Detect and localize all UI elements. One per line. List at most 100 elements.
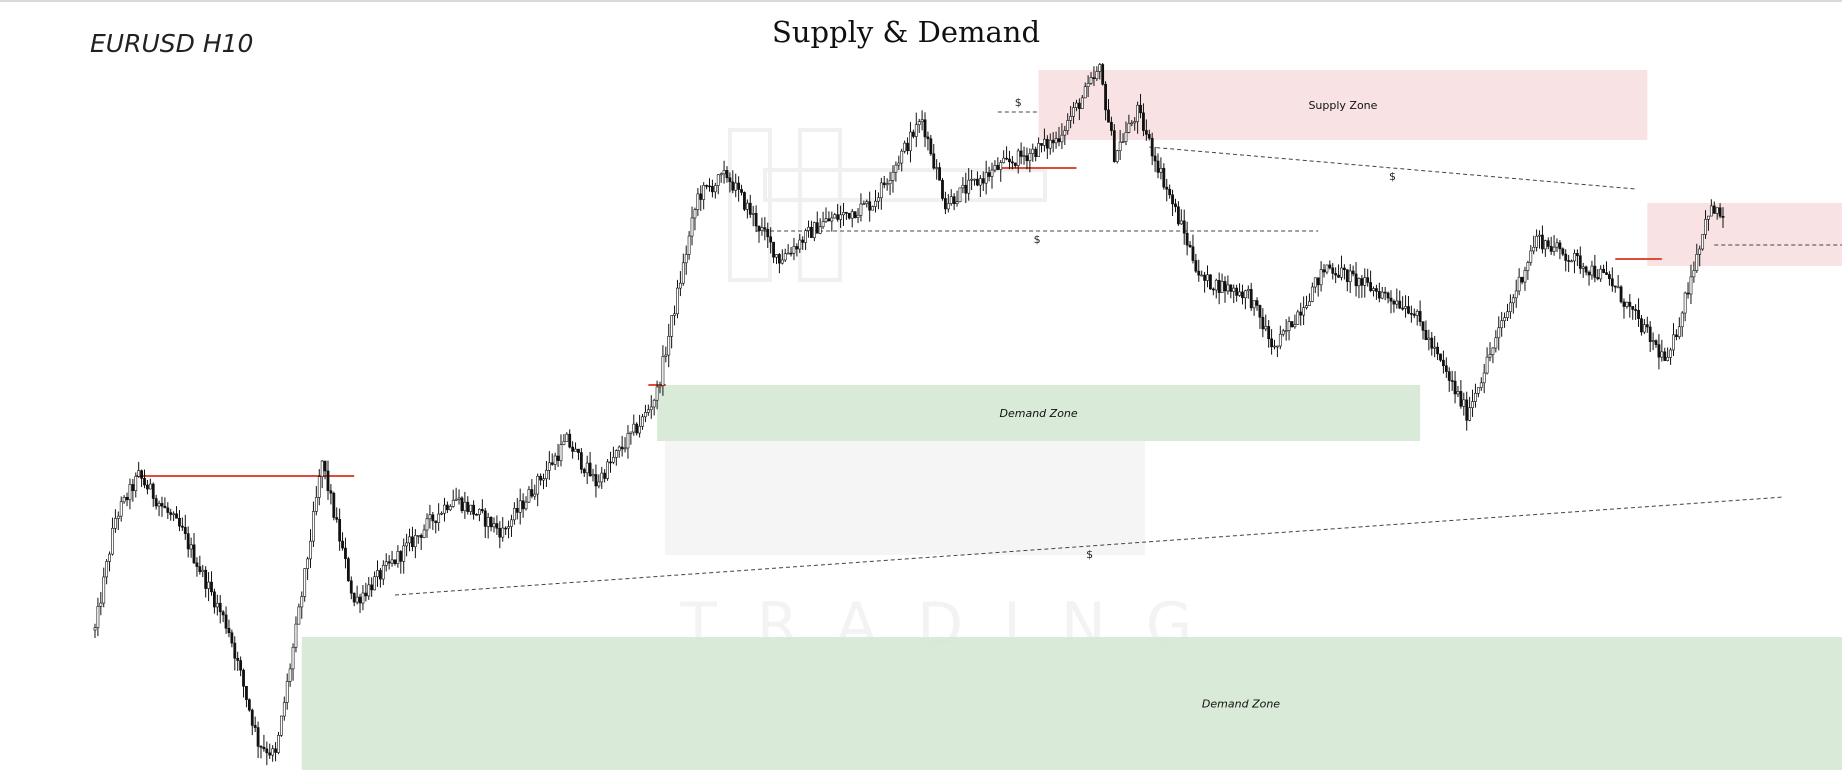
candle (1243, 289, 1247, 310)
candle-body (716, 174, 720, 186)
candle (472, 500, 476, 520)
candle (582, 467, 586, 477)
candle-body (1357, 278, 1361, 287)
candle-body (172, 513, 176, 516)
candle (644, 404, 647, 423)
candle-body (594, 474, 598, 487)
candle-body (443, 504, 446, 514)
candle (510, 514, 513, 537)
demand-zone-label-3: Demand Zone (1000, 407, 1078, 420)
candle (970, 169, 974, 191)
candle (757, 225, 761, 243)
candle-body (1657, 344, 1661, 358)
candle (1447, 367, 1451, 392)
candle (1025, 147, 1029, 170)
candle-body (483, 510, 487, 527)
candle (1214, 278, 1218, 299)
candle-body (224, 614, 228, 629)
candle-body (1243, 290, 1247, 299)
candle (1386, 291, 1390, 304)
candles-layer (93, 63, 1725, 766)
candle-body (428, 514, 432, 520)
candle-body (1430, 337, 1434, 349)
candle-body (591, 474, 595, 477)
candle (684, 245, 688, 275)
candle (565, 432, 569, 442)
candle-body (1561, 248, 1565, 255)
candle (178, 510, 181, 532)
candle-body (1249, 289, 1253, 309)
candle-body (390, 559, 394, 564)
candle-body (1701, 234, 1705, 250)
candle (533, 484, 537, 500)
candle-body (597, 481, 601, 487)
candle (320, 460, 324, 489)
candle (128, 478, 132, 510)
candle-body (1415, 311, 1419, 316)
candle (1657, 334, 1661, 370)
candle-body (1168, 188, 1172, 196)
candle-body (218, 602, 222, 613)
candle-body (655, 386, 659, 401)
candle-body (1503, 317, 1506, 322)
candle-body (1543, 240, 1547, 250)
candle (303, 568, 307, 602)
candle (1511, 294, 1515, 314)
candle-body (210, 581, 213, 593)
candle (1211, 287, 1215, 296)
candle-body (1211, 288, 1215, 291)
candle (617, 445, 621, 458)
candle-body (1200, 274, 1204, 277)
candle-body (1567, 260, 1571, 262)
candle-body (146, 484, 149, 490)
candle (1625, 301, 1629, 309)
candle-body (999, 162, 1003, 170)
candle (1532, 235, 1536, 255)
candle-body (1386, 292, 1390, 299)
candle-body (1351, 270, 1355, 275)
candle-body (545, 470, 548, 479)
candle (984, 160, 988, 195)
candle-body (949, 196, 953, 204)
candle-body (518, 500, 522, 513)
candle (282, 696, 286, 721)
candle-body (1319, 269, 1323, 286)
candle-body (1514, 290, 1518, 299)
candle (1168, 184, 1172, 199)
candle (1182, 209, 1186, 245)
candle (588, 452, 592, 477)
candle (1526, 260, 1530, 280)
candle (1066, 113, 1070, 135)
candle (1331, 263, 1335, 280)
candle-body (798, 239, 802, 250)
candle (1171, 189, 1174, 217)
candle (1488, 342, 1492, 362)
candle-body (1057, 138, 1061, 143)
candle-body (1354, 273, 1358, 287)
candle (384, 553, 388, 572)
candle-body (387, 561, 391, 564)
candle (833, 212, 837, 219)
candle (1110, 116, 1113, 136)
candle (1086, 75, 1090, 98)
candle (1162, 163, 1166, 190)
candle (987, 166, 991, 182)
candle (882, 175, 886, 189)
candle (1677, 317, 1681, 340)
candle-body (1054, 138, 1058, 144)
candle-body (1267, 326, 1271, 340)
candle (1028, 148, 1032, 173)
candle-body (1060, 134, 1064, 143)
candle-body (338, 519, 342, 542)
candle-body (1447, 371, 1451, 381)
candle-body (1704, 218, 1707, 235)
candle-body (1666, 356, 1670, 361)
candle (1345, 269, 1349, 292)
candle (917, 118, 921, 133)
candle (460, 496, 464, 514)
candle (1546, 237, 1550, 250)
candle-body (277, 734, 280, 753)
chart-title: Supply & Demand (772, 15, 1040, 49)
candle-body (1418, 311, 1422, 322)
candle-body (646, 409, 650, 413)
